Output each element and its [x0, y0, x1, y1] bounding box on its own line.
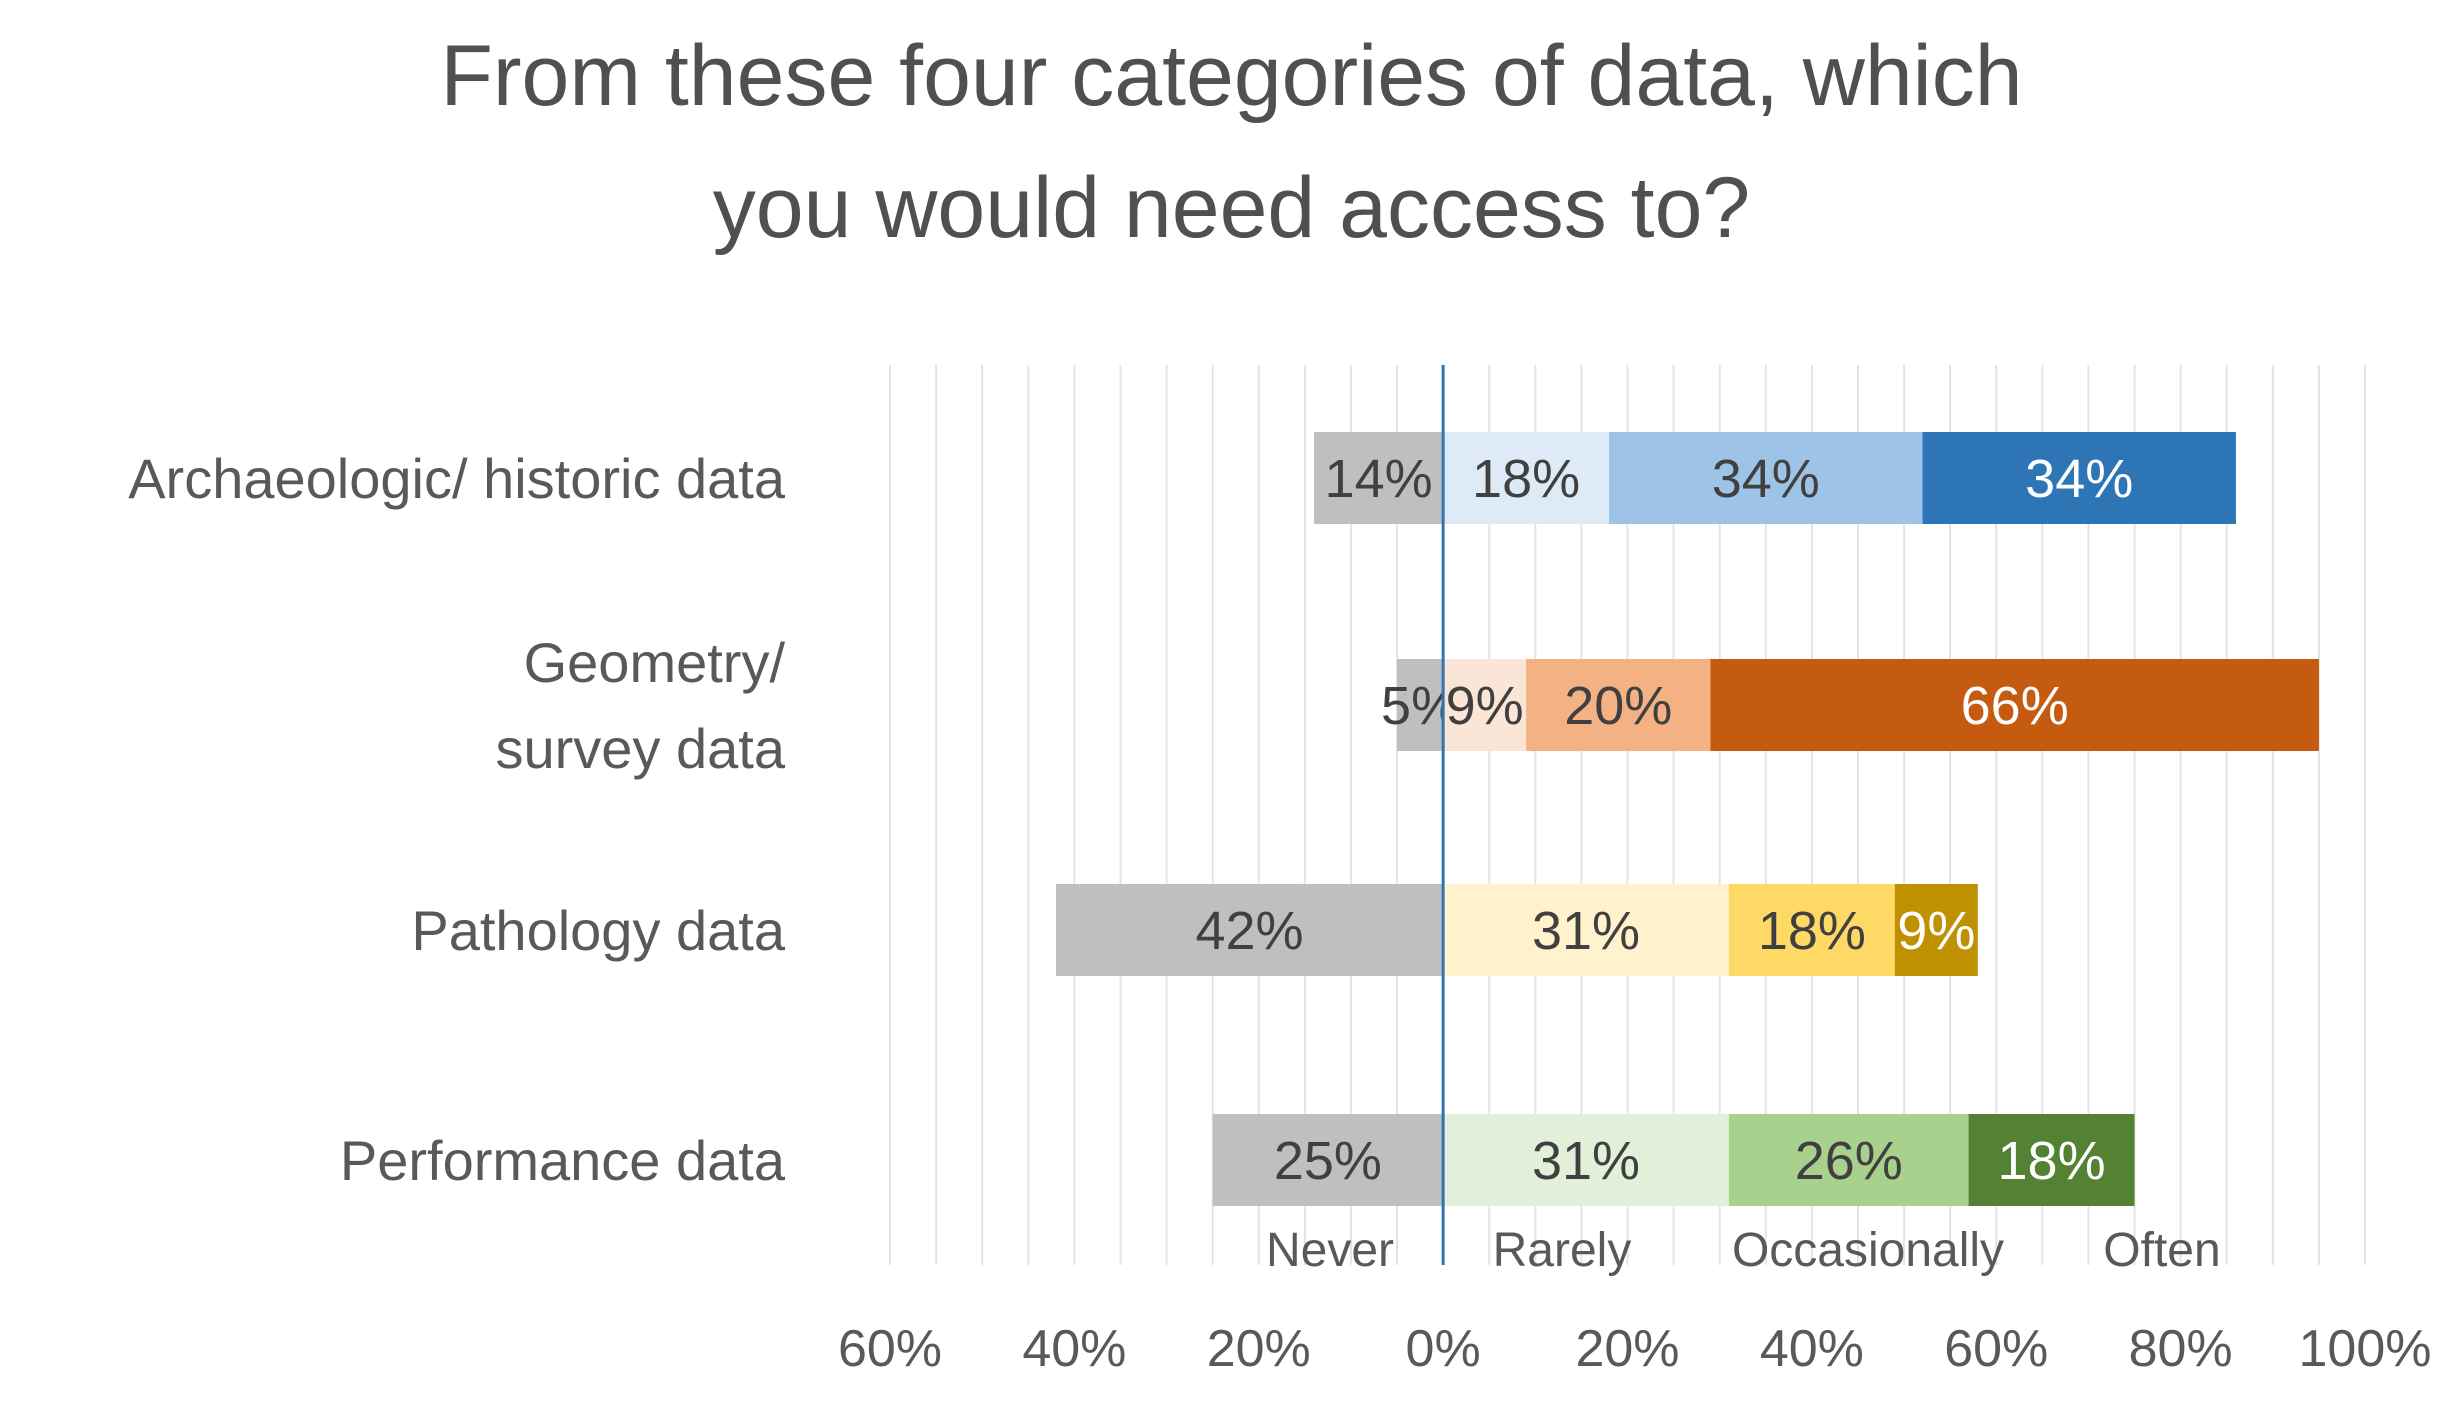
bar-never-4 — [1212, 1114, 1444, 1206]
data-label: 18% — [1472, 449, 1580, 509]
data-label: 20% — [1564, 676, 1672, 736]
bar-never-1 — [1314, 432, 1444, 524]
bar-occasionally-1 — [1609, 432, 1923, 524]
bar-rarely-4 — [1443, 1114, 1729, 1206]
category-label: Archaeologic/ historic data — [128, 447, 786, 510]
data-label: 18% — [1998, 1131, 2106, 1191]
data-label: 26% — [1795, 1131, 1903, 1191]
bar-occasionally-2 — [1526, 659, 1711, 751]
data-label: 66% — [1961, 676, 2069, 736]
x-tick-label: 40% — [1760, 1320, 1864, 1378]
bar-rarely-2 — [1443, 659, 1527, 751]
x-tick-label: 60% — [838, 1320, 942, 1378]
x-tick-label: 80% — [2129, 1320, 2233, 1378]
data-label: 34% — [2025, 449, 2133, 509]
bar-never-2 — [1397, 659, 1444, 751]
x-tick-label: 60% — [1944, 1320, 2048, 1378]
bar-rarely-3 — [1443, 884, 1729, 976]
data-label: 31% — [1532, 1131, 1640, 1191]
category-label: survey data — [496, 717, 786, 780]
data-label: 31% — [1532, 901, 1640, 961]
data-label: 18% — [1758, 901, 1866, 961]
bar-often-4 — [1968, 1114, 2135, 1206]
chart-title-line-1: From these four categories of data, whic… — [440, 28, 2023, 124]
chart-title: From these four categories of data, whic… — [0, 10, 2463, 274]
data-label: 34% — [1712, 449, 1820, 509]
data-label: 25% — [1274, 1131, 1382, 1191]
x-tick-label: 0% — [1406, 1320, 1481, 1378]
data-label: 9% — [1446, 676, 1524, 736]
chart-title-line-2: you would need access to? — [712, 160, 1751, 256]
x-tick-label: 20% — [1575, 1320, 1679, 1378]
legend-label-occasionally: Occasionally — [1732, 1224, 2004, 1277]
x-tick-label: 100% — [2299, 1320, 2432, 1378]
bar-often-3 — [1894, 884, 1978, 976]
category-label: Pathology data — [411, 899, 785, 962]
data-label: 42% — [1195, 901, 1303, 961]
x-tick-label: 40% — [1022, 1320, 1126, 1378]
bar-occasionally-4 — [1728, 1114, 1969, 1206]
legend-label-rarely: Rarely — [1493, 1224, 1632, 1277]
category-label: Geometry/ — [524, 631, 786, 694]
bar-rarely-1 — [1443, 432, 1610, 524]
legend-label-never: Never — [1266, 1224, 1394, 1277]
data-label: 9% — [1897, 901, 1975, 961]
bar-often-2 — [1710, 659, 2319, 751]
bar-never-3 — [1055, 884, 1444, 976]
category-label: Performance data — [340, 1129, 786, 1192]
legend-label-often: Often — [2103, 1224, 2220, 1277]
bar-occasionally-3 — [1728, 884, 1895, 976]
x-tick-label: 20% — [1207, 1320, 1311, 1378]
data-label: 14% — [1325, 449, 1433, 509]
bar-often-1 — [1922, 432, 2236, 524]
